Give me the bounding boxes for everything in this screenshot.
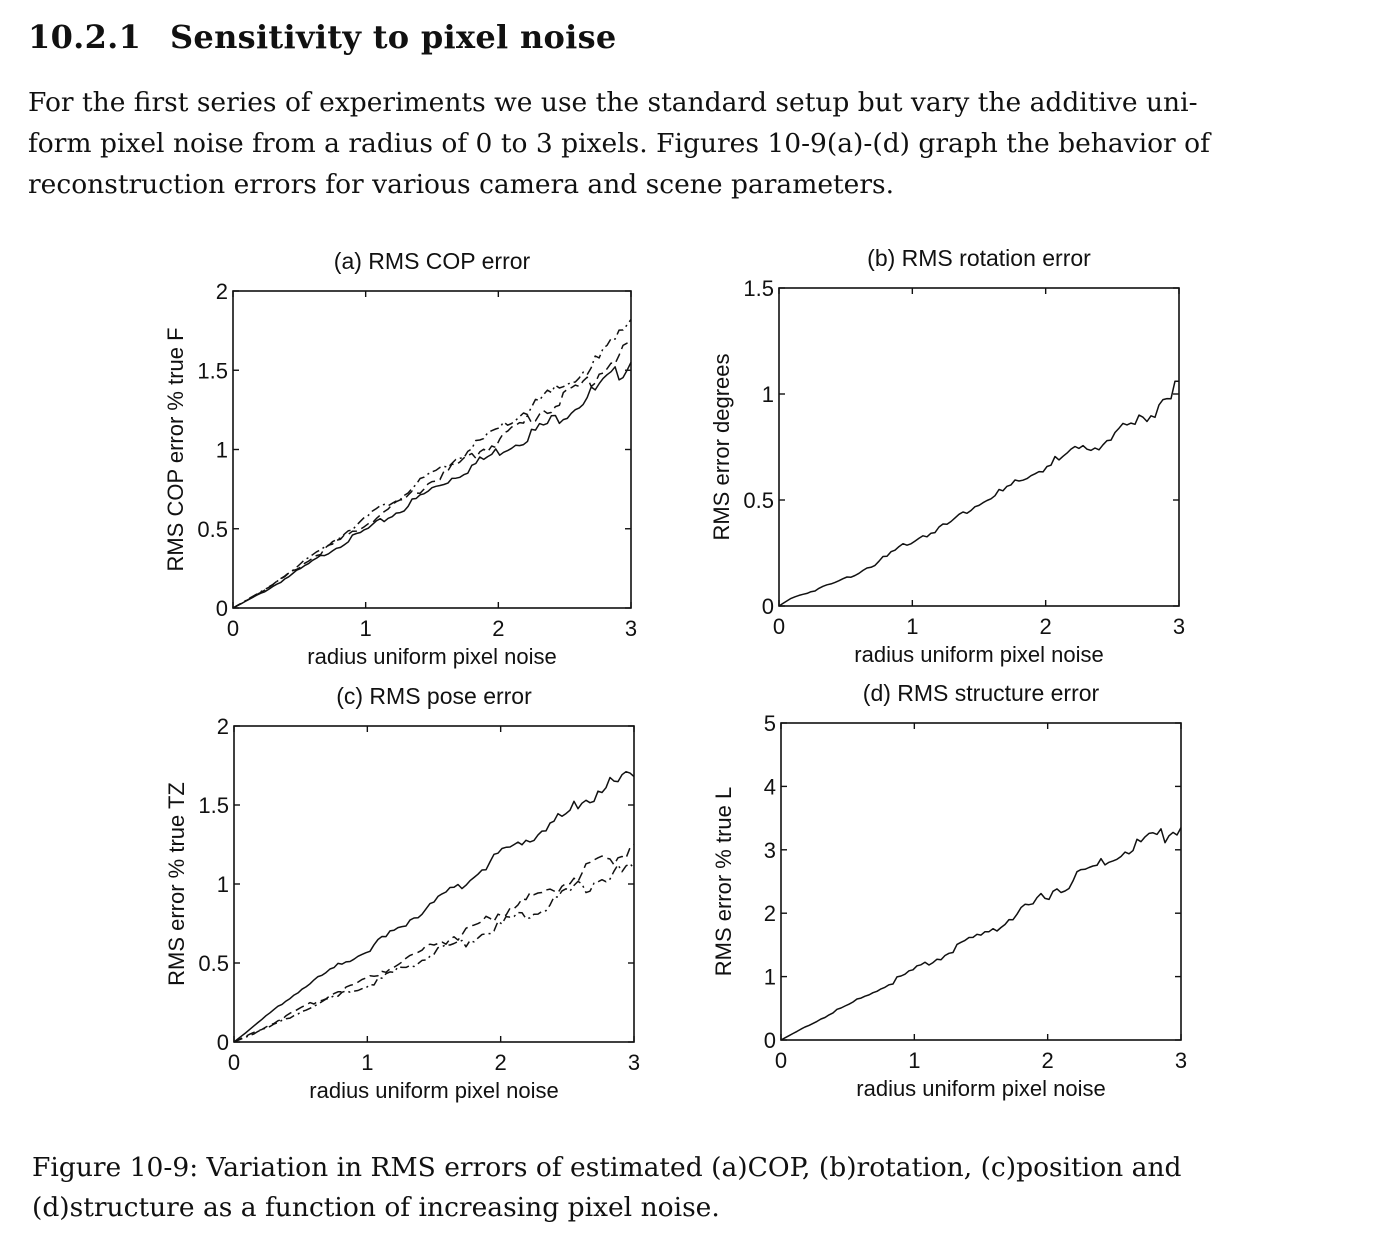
x-tick-label: 2 (1040, 614, 1052, 639)
x-tick-label: 0 (228, 1050, 240, 1075)
y-tick-label: 0 (216, 596, 228, 621)
y-tick-label: 1 (764, 965, 776, 990)
series-line-dashed (233, 843, 635, 1043)
y-tick-label: 1 (217, 872, 229, 897)
x-axis-label: radius uniform pixel noise (309, 1078, 558, 1103)
chart-panel-d: (d) RMS structure error 0 1 2 3 0 1 2 3 4 5 radius … (711, 680, 1187, 1101)
plot-frame (780, 722, 1182, 1041)
chart-title: (a) RMS COP error (334, 248, 531, 274)
figure-caption: Figure 10-9: Variation in RMS errors of … (32, 1148, 1332, 1228)
y-tick-label: 1.5 (197, 358, 228, 383)
y-tick-label: 2 (216, 279, 228, 304)
paragraph-line: form pixel noise from a radius of 0 to 3… (28, 128, 1210, 159)
x-tick-label: 1 (908, 1048, 920, 1073)
series-line-dashdot (232, 319, 632, 609)
plot-frame (232, 290, 632, 609)
y-tick-label: 1.5 (743, 276, 774, 301)
x-tick-label: 3 (1173, 614, 1185, 639)
chart-panel-a: (a) RMS COP error 0 1 2 3 0 0.5 1 1.5 2 radius uni… (163, 248, 637, 669)
chart-panel-c: (c) RMS pose error 0 1 2 3 0 0.5 1 1.5 2 radius un… (164, 683, 640, 1103)
body-paragraph: For the first series of experiments we u… (28, 82, 1328, 205)
y-tick-label: 0 (217, 1030, 229, 1055)
x-tick-label: 2 (1042, 1048, 1054, 1073)
x-tick-label: 1 (906, 614, 918, 639)
y-tick-label: 3 (764, 838, 776, 863)
section-heading: 10.2.1 Sensitivity to pixel noise (28, 18, 617, 56)
x-tick-label: 1 (360, 616, 372, 641)
y-axis-label: RMS COP error % true F (163, 327, 188, 571)
y-axis-label: RMS error degrees (709, 353, 734, 540)
chart-panel-b: (b) RMS rotation error 0 1 2 3 0 0.5 1 1.5 radius… (709, 245, 1185, 667)
section-title: Sensitivity to pixel noise (170, 18, 617, 56)
x-tick-label: 0 (773, 614, 785, 639)
paragraph-line: For the first series of experiments we u… (28, 87, 1198, 118)
y-tick-label: 0.5 (198, 951, 229, 976)
section-number: 10.2.1 (28, 18, 142, 56)
y-tick-label: 5 (764, 711, 776, 736)
y-tick-label: 4 (764, 774, 776, 799)
caption-line: Figure 10-9: Variation in RMS errors of … (32, 1152, 1182, 1183)
caption-line: (d)structure as a function of increasing… (32, 1192, 720, 1223)
series-line-solid (780, 827, 1182, 1041)
y-tick-label: 0.5 (743, 488, 774, 513)
x-tick-label: 3 (628, 1050, 640, 1075)
chart-title: (c) RMS pose error (336, 683, 532, 709)
y-tick-label: 1.5 (198, 793, 229, 818)
y-tick-label: 0 (762, 594, 774, 619)
paragraph-line: reconstruction errors for various camera… (28, 169, 895, 200)
x-tick-label: 3 (1175, 1048, 1187, 1073)
y-tick-label: 2 (217, 714, 229, 739)
chart-title: (b) RMS rotation error (867, 245, 1091, 271)
series-line-dashdot (233, 862, 635, 1043)
x-tick-label: 2 (495, 1050, 507, 1075)
y-tick-label: 2 (764, 901, 776, 926)
series-line-solid (778, 380, 1180, 607)
y-tick-label: 0 (764, 1028, 776, 1053)
x-axis-label: radius uniform pixel noise (307, 644, 556, 669)
x-tick-label: 0 (775, 1048, 787, 1073)
x-tick-label: 1 (361, 1050, 373, 1075)
x-tick-label: 3 (625, 616, 637, 641)
y-tick-label: 1 (762, 382, 774, 407)
x-axis-label: radius uniform pixel noise (854, 642, 1103, 667)
y-tick-label: 1 (216, 438, 228, 463)
series-line-solid (233, 770, 635, 1043)
series-line-solid (232, 361, 632, 609)
chart-title: (d) RMS structure error (863, 680, 1100, 706)
x-tick-label: 0 (227, 616, 239, 641)
x-axis-label: radius uniform pixel noise (856, 1076, 1105, 1101)
y-axis-label: RMS error % true L (711, 787, 736, 977)
x-tick-label: 2 (492, 616, 504, 641)
y-axis-label: RMS error % true TZ (164, 782, 189, 986)
plot-frame (778, 287, 1180, 607)
series-line-dashed (232, 340, 632, 609)
y-tick-label: 0.5 (197, 517, 228, 542)
